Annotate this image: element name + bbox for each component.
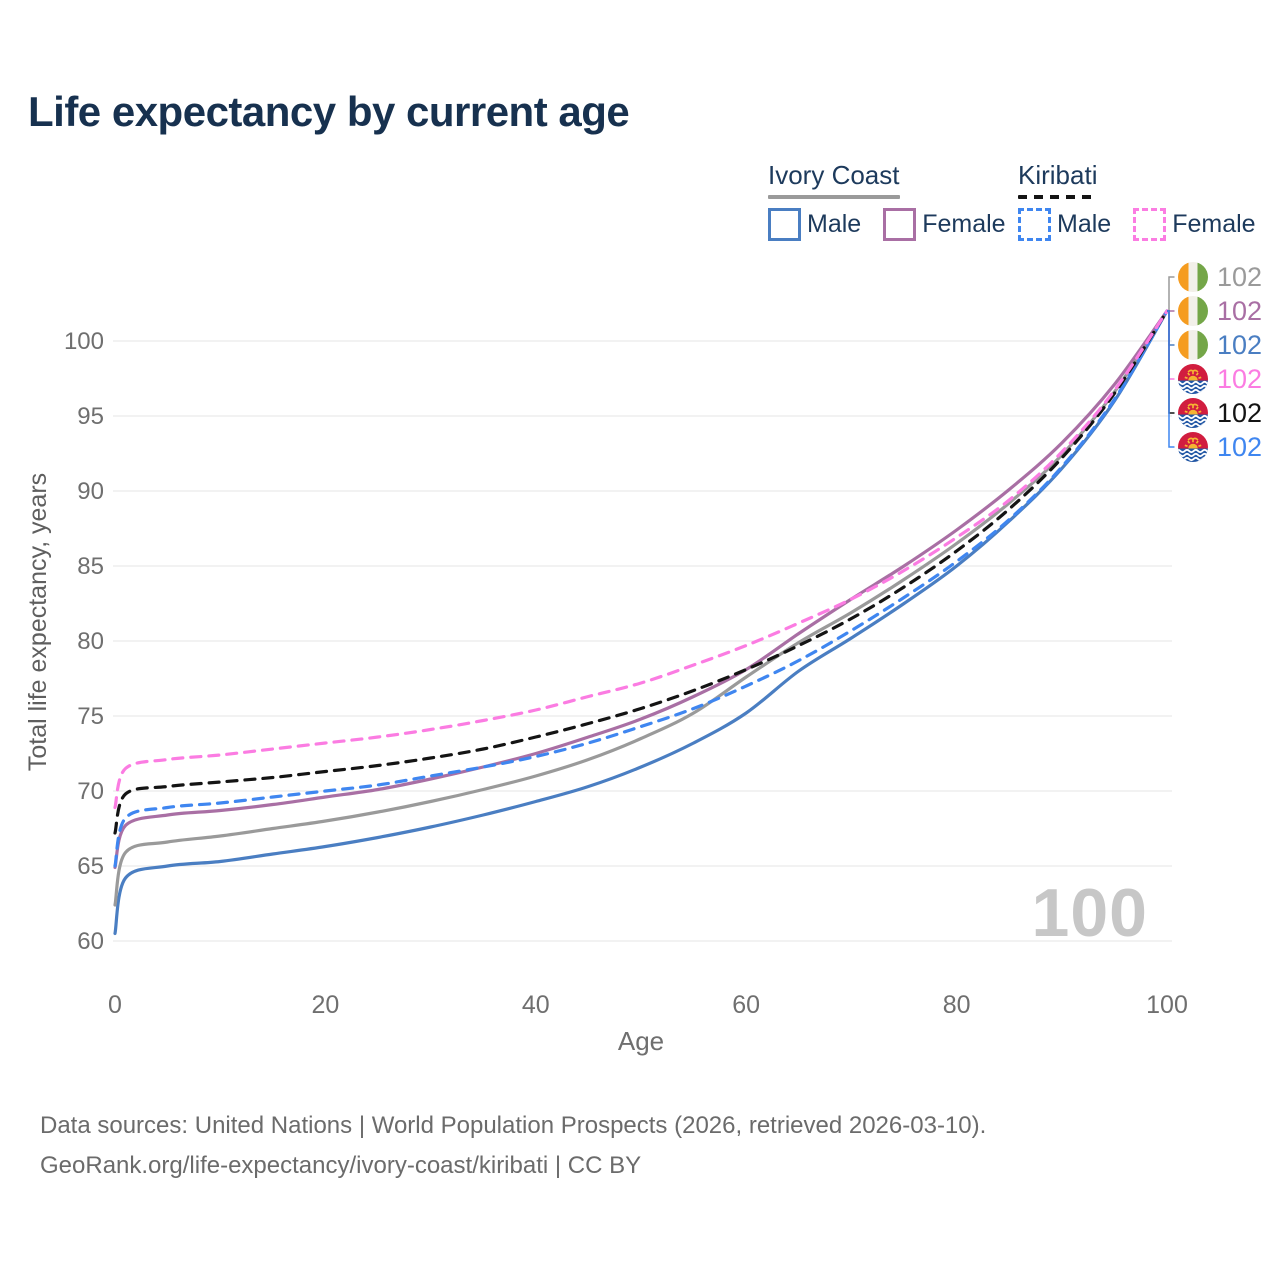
footer-datasource: Data sources: United Nations | World Pop… bbox=[40, 1106, 986, 1186]
legend-swatch-ivory-coast-female bbox=[883, 208, 917, 241]
series-line-kiribati-male bbox=[113, 309, 1169, 868]
end-label-value: 102 bbox=[1217, 363, 1263, 394]
legend-swatch-kiribati-female bbox=[1133, 208, 1167, 241]
y-tick-label: 85 bbox=[77, 553, 104, 580]
age-counter: 100 bbox=[1031, 875, 1148, 951]
legend-item-kiribati-male[interactable]: Male bbox=[1018, 208, 1111, 241]
kiribati-flag-icon bbox=[1178, 398, 1208, 428]
kiribati-flag-icon bbox=[1178, 432, 1208, 462]
x-tick-label: 100 bbox=[1146, 991, 1188, 1019]
legend-group-kiribati: Kiribati Male Female bbox=[1018, 160, 1256, 241]
legend-item-label: Female bbox=[1172, 210, 1256, 238]
y-tick-label: 70 bbox=[77, 778, 104, 805]
legend-country-kiribati[interactable]: Kiribati bbox=[1018, 160, 1098, 199]
y-tick-label: 95 bbox=[77, 403, 104, 430]
legend-underline-dashed bbox=[1018, 195, 1098, 199]
series-line-kiribati-female bbox=[113, 309, 1169, 810]
legend-item-label: Female bbox=[922, 210, 1006, 238]
legend-country-label: Ivory Coast bbox=[768, 160, 900, 190]
legend-swatch-ivory-coast-male bbox=[768, 208, 801, 241]
end-label-kiribati-male: 102 bbox=[1178, 430, 1262, 464]
end-label-value: 102 bbox=[1217, 431, 1263, 462]
legend-item-ivory-coast-female[interactable]: Female bbox=[883, 208, 1006, 241]
y-tick-label: 65 bbox=[77, 853, 104, 880]
legend-country-ivory-coast[interactable]: Ivory Coast bbox=[768, 160, 900, 199]
y-tick-label: 100 bbox=[64, 328, 104, 355]
legend-item-label: Male bbox=[807, 210, 862, 238]
y-tick-label: 75 bbox=[77, 703, 104, 730]
y-tick-label: 80 bbox=[77, 628, 104, 655]
end-label-kiribati-female: 102 bbox=[1178, 362, 1262, 396]
x-tick-label: 40 bbox=[522, 991, 550, 1019]
ivory-coast-flag-icon bbox=[1178, 262, 1208, 292]
legend-item-kiribati-female[interactable]: Female bbox=[1133, 208, 1256, 241]
legend-country-label: Kiribati bbox=[1018, 160, 1098, 190]
ivory-coast-flag-icon bbox=[1178, 330, 1208, 360]
end-label-connector-ivory-coast-all bbox=[1167, 276, 1175, 312]
y-axis-title: Total life expectancy, years bbox=[24, 473, 52, 771]
end-label-value: 102 bbox=[1217, 261, 1263, 292]
end-label-ivory-coast-female: 102 bbox=[1178, 294, 1262, 328]
legend-underline-solid bbox=[768, 195, 900, 199]
kiribati-flag-icon bbox=[1178, 364, 1208, 394]
end-label-value: 102 bbox=[1217, 397, 1263, 428]
end-label-kiribati-all: 102 bbox=[1178, 396, 1262, 430]
end-label-ivory-coast-all: 102 bbox=[1178, 260, 1262, 294]
x-tick-label: 0 bbox=[108, 991, 122, 1019]
x-tick-label: 20 bbox=[311, 991, 339, 1019]
legend-item-ivory-coast-male[interactable]: Male bbox=[768, 208, 861, 241]
end-label-connector-ivory-coast-male bbox=[1167, 310, 1175, 346]
x-axis-title: Age bbox=[618, 1026, 664, 1056]
legend-group-ivory-coast: Ivory Coast Male Female bbox=[768, 160, 1006, 241]
legend-swatch-kiribati-male bbox=[1018, 208, 1051, 241]
x-tick-label: 80 bbox=[943, 991, 971, 1019]
footer-line-2: GeoRank.org/life-expectancy/ivory-coast/… bbox=[40, 1152, 642, 1179]
y-tick-label: 90 bbox=[77, 478, 104, 505]
x-tick-label: 60 bbox=[732, 991, 760, 1019]
page-title: Life expectancy by current age bbox=[28, 88, 630, 135]
series-end-labels: 102 102 102 102 bbox=[1178, 260, 1262, 464]
legend-item-label: Male bbox=[1057, 210, 1112, 238]
end-label-ivory-coast-male: 102 bbox=[1178, 328, 1262, 362]
y-tick-label: 60 bbox=[77, 928, 104, 955]
series-line-ivory-coast-all bbox=[113, 309, 1169, 907]
series-line-kiribati-all bbox=[113, 309, 1169, 835]
series-line-ivory-coast-female bbox=[113, 309, 1169, 870]
end-label-value: 102 bbox=[1217, 295, 1263, 326]
end-label-connector-kiribati-male bbox=[1167, 310, 1175, 448]
ivory-coast-flag-icon bbox=[1178, 296, 1208, 326]
footer-line-1: Data sources: United Nations | World Pop… bbox=[40, 1112, 987, 1139]
series-line-ivory-coast-male bbox=[113, 309, 1169, 936]
end-label-connector-kiribati-all bbox=[1167, 310, 1175, 414]
end-label-value: 102 bbox=[1217, 329, 1263, 360]
